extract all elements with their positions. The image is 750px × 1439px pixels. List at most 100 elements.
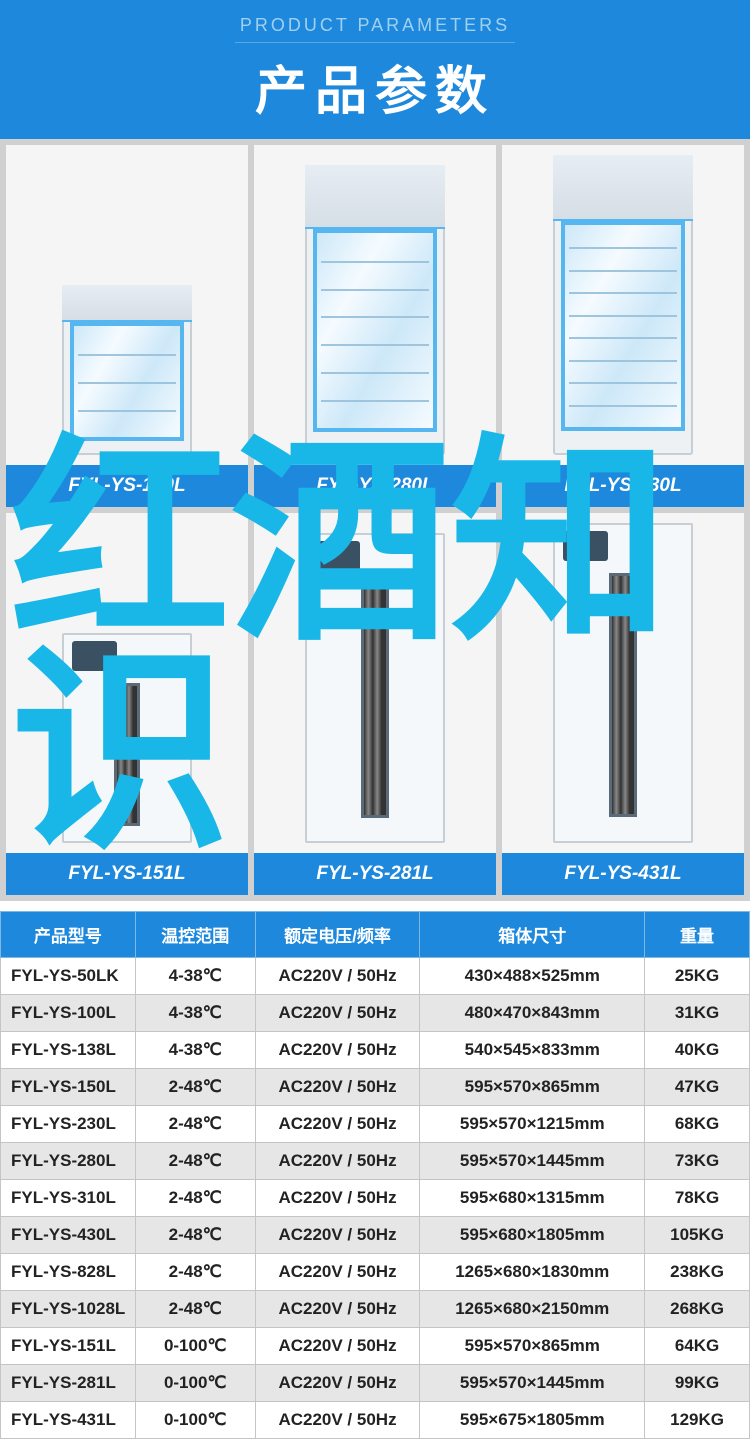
table-cell: FYL-YS-230L — [1, 1106, 136, 1143]
table-cell: 31KG — [645, 995, 750, 1032]
table-cell: 47KG — [645, 1069, 750, 1106]
table-cell: 2-48℃ — [135, 1254, 255, 1291]
table-row: FYL-YS-1028L2-48℃AC220V / 50Hz1265×680×2… — [1, 1291, 750, 1328]
table-cell: 2-48℃ — [135, 1291, 255, 1328]
table-header-row: 产品型号温控范围额定电压/频率箱体尺寸重量 — [1, 912, 750, 958]
table-cell: FYL-YS-430L — [1, 1217, 136, 1254]
product-image — [6, 145, 248, 465]
table-row: FYL-YS-828L2-48℃AC220V / 50Hz1265×680×18… — [1, 1254, 750, 1291]
table-cell: AC220V / 50Hz — [255, 1180, 420, 1217]
table-cell: 2-48℃ — [135, 1069, 255, 1106]
table-cell: 595×570×1215mm — [420, 1106, 645, 1143]
header-english: PRODUCT PARAMETERS — [0, 15, 750, 36]
table-cell: AC220V / 50Hz — [255, 1365, 420, 1402]
table-cell: FYL-YS-431L — [1, 1402, 136, 1439]
table-header-cell: 额定电压/频率 — [255, 912, 420, 958]
table-cell: AC220V / 50Hz — [255, 958, 420, 995]
table-cell: 268KG — [645, 1291, 750, 1328]
table-row: FYL-YS-138L4-38℃AC220V / 50Hz540×545×833… — [1, 1032, 750, 1069]
table-cell: FYL-YS-1028L — [1, 1291, 136, 1328]
table-cell: AC220V / 50Hz — [255, 1032, 420, 1069]
table-cell: AC220V / 50Hz — [255, 1217, 420, 1254]
fridge-icon — [62, 633, 192, 843]
table-cell: 480×470×843mm — [420, 995, 645, 1032]
table-cell: 595×680×1805mm — [420, 1217, 645, 1254]
fridge-icon — [305, 533, 445, 843]
spec-table: 产品型号温控范围额定电压/频率箱体尺寸重量FYL-YS-50LK4-38℃AC2… — [0, 911, 750, 1439]
product-label: FYL-YS-151L — [6, 853, 248, 895]
table-row: FYL-YS-281L0-100℃AC220V / 50Hz595×570×14… — [1, 1365, 750, 1402]
fridge-icon — [305, 165, 445, 455]
product-grid: FYL-YS-150LFYL-YS-280LFYL-YS-430L FYL-YS-… — [0, 139, 750, 901]
table-cell: 595×570×865mm — [420, 1069, 645, 1106]
table-row: FYL-YS-280L2-48℃AC220V / 50Hz595×570×144… — [1, 1143, 750, 1180]
table-cell: 1265×680×2150mm — [420, 1291, 645, 1328]
table-cell: 2-48℃ — [135, 1143, 255, 1180]
table-cell: 25KG — [645, 958, 750, 995]
table-cell: 99KG — [645, 1365, 750, 1402]
table-cell: 2-48℃ — [135, 1106, 255, 1143]
table-cell: 4-38℃ — [135, 995, 255, 1032]
table-cell: 1265×680×1830mm — [420, 1254, 645, 1291]
table-cell: 0-100℃ — [135, 1365, 255, 1402]
table-header-cell: 温控范围 — [135, 912, 255, 958]
product-cell: FYL-YS-281L — [254, 513, 496, 895]
table-header-cell: 箱体尺寸 — [420, 912, 645, 958]
table-cell: AC220V / 50Hz — [255, 995, 420, 1032]
product-cell: FYL-YS-430L — [502, 145, 744, 507]
table-cell: AC220V / 50Hz — [255, 1328, 420, 1365]
table-cell: 40KG — [645, 1032, 750, 1069]
table-row: FYL-YS-230L2-48℃AC220V / 50Hz595×570×121… — [1, 1106, 750, 1143]
table-cell: FYL-YS-828L — [1, 1254, 136, 1291]
table-cell: FYL-YS-151L — [1, 1328, 136, 1365]
table-header-cell: 产品型号 — [1, 912, 136, 958]
product-cell: FYL-YS-280L — [254, 145, 496, 507]
product-label: FYL-YS-281L — [254, 853, 496, 895]
table-cell: AC220V / 50Hz — [255, 1291, 420, 1328]
table-cell: AC220V / 50Hz — [255, 1402, 420, 1439]
table-row: FYL-YS-150L2-48℃AC220V / 50Hz595×570×865… — [1, 1069, 750, 1106]
product-label: FYL-YS-280L — [254, 465, 496, 507]
table-cell: 595×570×1445mm — [420, 1365, 645, 1402]
fridge-icon — [62, 285, 192, 455]
table-cell: 430×488×525mm — [420, 958, 645, 995]
table-row: FYL-YS-100L4-38℃AC220V / 50Hz480×470×843… — [1, 995, 750, 1032]
table-cell: 64KG — [645, 1328, 750, 1365]
table-cell: 2-48℃ — [135, 1180, 255, 1217]
table-cell: 2-48℃ — [135, 1217, 255, 1254]
table-cell: FYL-YS-280L — [1, 1143, 136, 1180]
table-row: FYL-YS-430L2-48℃AC220V / 50Hz595×680×180… — [1, 1217, 750, 1254]
header-chinese: 产品参数 — [0, 49, 750, 124]
table-cell: FYL-YS-150L — [1, 1069, 136, 1106]
header-divider — [235, 42, 515, 43]
table-row: FYL-YS-50LK4-38℃AC220V / 50Hz430×488×525… — [1, 958, 750, 995]
table-cell: 73KG — [645, 1143, 750, 1180]
table-cell: FYL-YS-138L — [1, 1032, 136, 1069]
table-cell: 78KG — [645, 1180, 750, 1217]
fridge-icon — [553, 155, 693, 455]
product-label: FYL-YS-430L — [502, 465, 744, 507]
table-cell: 595×680×1315mm — [420, 1180, 645, 1217]
table-cell: FYL-YS-100L — [1, 995, 136, 1032]
table-cell: AC220V / 50Hz — [255, 1069, 420, 1106]
product-image — [502, 513, 744, 853]
product-cell: FYL-YS-431L — [502, 513, 744, 895]
table-row: FYL-YS-151L0-100℃AC220V / 50Hz595×570×86… — [1, 1328, 750, 1365]
product-label: FYL-YS-431L — [502, 853, 744, 895]
product-image — [254, 145, 496, 465]
table-cell: 540×545×833mm — [420, 1032, 645, 1069]
table-cell: FYL-YS-310L — [1, 1180, 136, 1217]
table-header-cell: 重量 — [645, 912, 750, 958]
table-cell: 129KG — [645, 1402, 750, 1439]
table-cell: 595×570×1445mm — [420, 1143, 645, 1180]
product-image — [254, 513, 496, 853]
table-cell: 595×675×1805mm — [420, 1402, 645, 1439]
table-cell: 0-100℃ — [135, 1402, 255, 1439]
table-cell: AC220V / 50Hz — [255, 1143, 420, 1180]
table-cell: 595×570×865mm — [420, 1328, 645, 1365]
table-cell: 0-100℃ — [135, 1328, 255, 1365]
table-cell: AC220V / 50Hz — [255, 1106, 420, 1143]
product-image — [502, 145, 744, 465]
fridge-icon — [553, 523, 693, 843]
product-cell: FYL-YS-150L — [6, 145, 248, 507]
